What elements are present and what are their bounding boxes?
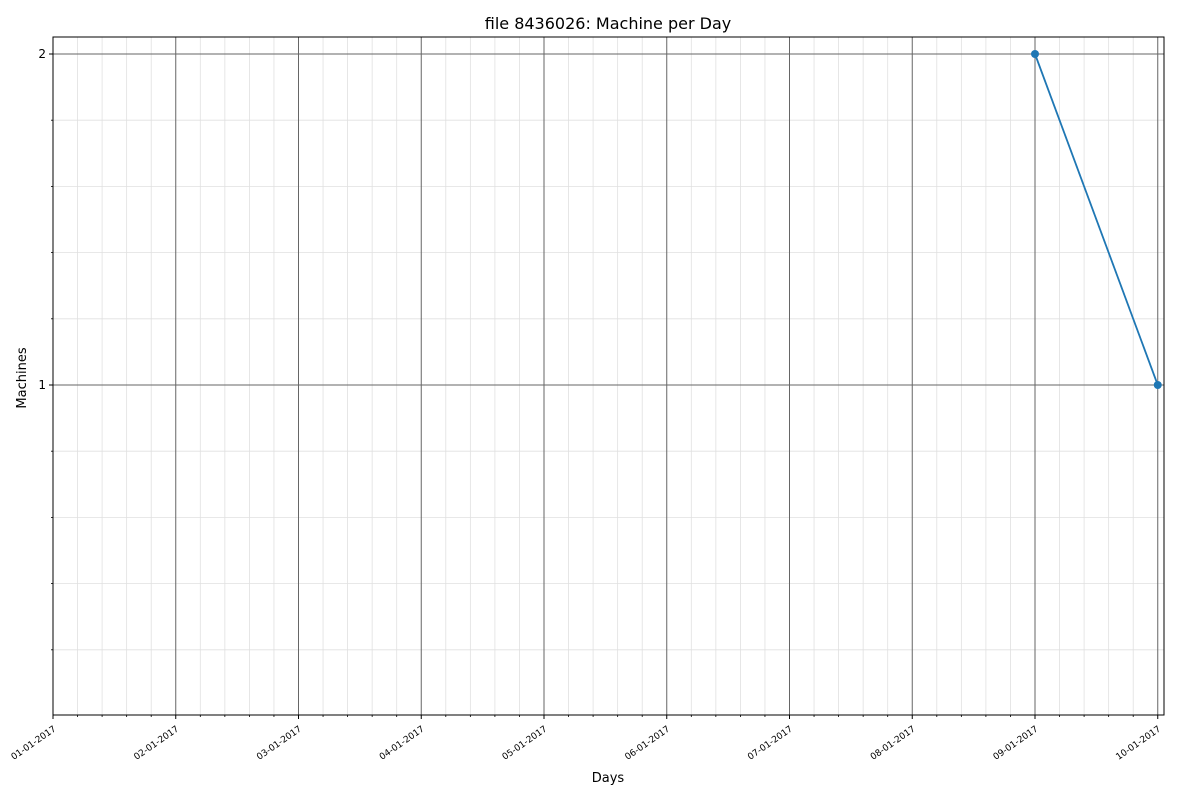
y-tick-label: 2: [38, 47, 46, 61]
y-tick-label: 1: [38, 378, 46, 392]
x-tick-label: 10-01-2017: [1114, 724, 1163, 762]
data-point: [1153, 381, 1162, 389]
x-tick-label: 05-01-2017: [501, 724, 550, 762]
x-axis-ticks: 01-01-2017 02-01-2017 03-01-2017 04-01-2017…: [10, 715, 1163, 763]
x-tick-label: 08-01-2017: [869, 724, 918, 762]
x-tick-label: 09-01-2017: [992, 724, 1041, 762]
series-layer: [1031, 50, 1162, 389]
x-tick-label: 03-01-2017: [255, 724, 304, 762]
y-axis-ticks: 12: [38, 47, 53, 651]
x-tick-label: 02-01-2017: [132, 724, 181, 762]
minor-grid: [53, 37, 1164, 715]
x-tick-label: 06-01-2017: [623, 724, 672, 762]
chart-title: file 8436026: Machine per Day: [485, 14, 732, 33]
x-axis-label: Days: [592, 771, 625, 786]
plot-frame: [52, 36, 1165, 716]
y-axis-label: Machines: [15, 347, 30, 408]
series-line: [1034, 53, 1159, 386]
data-point: [1031, 50, 1039, 58]
x-tick-label: 01-01-2017: [10, 724, 59, 762]
x-tick-label: 04-01-2017: [378, 724, 427, 762]
plot-background: [53, 37, 1164, 715]
major-grid: [53, 37, 1164, 715]
x-tick-label: 07-01-2017: [746, 724, 795, 762]
